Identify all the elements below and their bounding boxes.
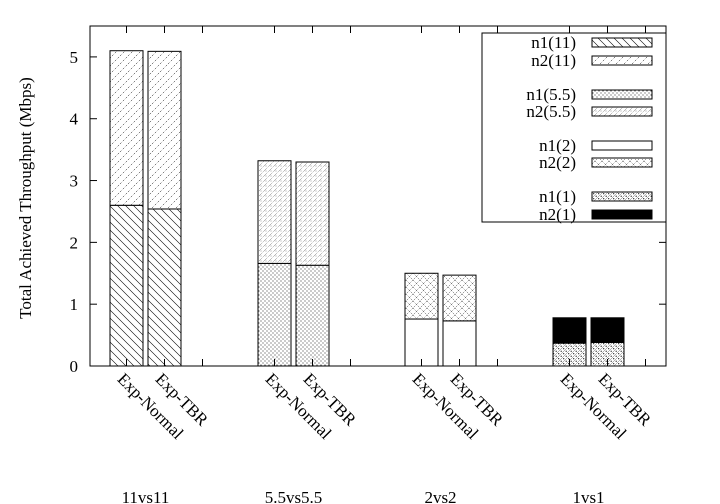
bar-segment-n1(11) xyxy=(147,208,182,367)
y-axis-label: Total Achieved Throughput (Mbps) xyxy=(16,77,35,319)
legend-label: n1(2) xyxy=(539,136,576,155)
legend-swatch xyxy=(591,209,653,220)
bar-segment-n1(5.5) xyxy=(295,264,330,367)
legend-label: n1(5.5) xyxy=(526,85,576,104)
bar-segment-n2(11) xyxy=(147,50,182,210)
bar-segment-n2(11) xyxy=(109,50,144,206)
bar-segment-n1(2) xyxy=(442,320,477,367)
legend-swatch xyxy=(591,157,653,168)
legend-swatch xyxy=(591,55,653,66)
bar-segment-n2(1) xyxy=(552,317,587,344)
legend-label: n2(11) xyxy=(531,51,576,70)
legend-label: n2(2) xyxy=(539,153,576,172)
legend-swatch xyxy=(591,191,653,202)
bar-segment-n1(11) xyxy=(109,204,144,367)
legend-label: n1(11) xyxy=(531,33,576,52)
y-tick-label: 0 xyxy=(70,357,79,376)
bar-segment-n1(2) xyxy=(404,318,439,367)
legend-label: n2(5.5) xyxy=(526,102,576,121)
legend-label: n1(1) xyxy=(539,187,576,206)
legend-swatch xyxy=(591,140,653,151)
y-tick-label: 1 xyxy=(70,295,79,314)
bar-segment-n2(1) xyxy=(590,317,625,344)
bar-segment-n2(5.5) xyxy=(257,160,292,264)
legend-swatch xyxy=(591,106,653,117)
group-label: 5.5vs5.5 xyxy=(265,488,323,504)
legend-swatch xyxy=(591,89,653,100)
y-tick-label: 5 xyxy=(70,48,79,67)
bar-segment-n2(5.5) xyxy=(295,161,330,266)
bar-segment-n1(5.5) xyxy=(257,262,292,367)
legend-swatch xyxy=(591,37,653,48)
group-label: 2vs2 xyxy=(424,488,456,504)
bar-segment-n2(2) xyxy=(404,272,439,320)
y-tick-label: 2 xyxy=(70,233,79,252)
y-tick-label: 3 xyxy=(70,172,79,191)
bar-segment-n2(2) xyxy=(442,274,477,322)
group-label: 1vs1 xyxy=(572,488,604,504)
legend: n1(11)n2(11) n1(5.5)n2(5.5) n1(2)n2(2) n1(1… xyxy=(481,32,667,224)
y-tick-label: 4 xyxy=(70,110,79,129)
group-label: 11vs11 xyxy=(122,488,170,504)
legend-label: n2(1) xyxy=(539,205,576,224)
